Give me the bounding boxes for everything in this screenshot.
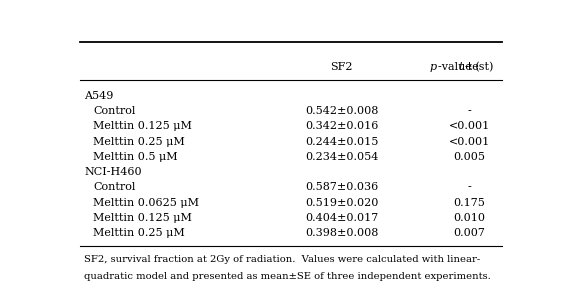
Text: NCI-H460: NCI-H460 — [84, 167, 142, 177]
Text: -: - — [467, 106, 471, 116]
Text: Control: Control — [93, 182, 135, 192]
Text: 0.244±0.015: 0.244±0.015 — [305, 137, 378, 147]
Text: Melttin 0.125 μM: Melttin 0.125 μM — [93, 121, 192, 132]
Text: 0.007: 0.007 — [453, 228, 485, 238]
Text: t: t — [458, 62, 463, 72]
Text: 0.542±0.008: 0.542±0.008 — [305, 106, 378, 116]
Text: 0.175: 0.175 — [453, 198, 485, 207]
Text: -: - — [467, 182, 471, 192]
Text: 0.404±0.017: 0.404±0.017 — [305, 213, 378, 223]
Text: Control: Control — [93, 106, 135, 116]
Text: 0.398±0.008: 0.398±0.008 — [305, 228, 378, 238]
Text: Melttin 0.0625 μM: Melttin 0.0625 μM — [93, 198, 199, 207]
Text: Melttin 0.25 μM: Melttin 0.25 μM — [93, 137, 185, 147]
Text: 0.519±0.020: 0.519±0.020 — [305, 198, 378, 207]
Text: Melttin 0.25 μM: Melttin 0.25 μM — [93, 228, 185, 238]
Text: Melttin 0.5 μM: Melttin 0.5 μM — [93, 152, 178, 162]
Text: <0.001: <0.001 — [449, 137, 490, 147]
Text: 0.342±0.016: 0.342±0.016 — [305, 121, 378, 132]
Text: -test): -test) — [464, 62, 494, 72]
Text: 0.005: 0.005 — [453, 152, 486, 162]
Text: 0.234±0.054: 0.234±0.054 — [305, 152, 378, 162]
Text: -value (: -value ( — [438, 62, 479, 72]
Text: <0.001: <0.001 — [449, 121, 490, 132]
Text: quadratic model and presented as mean±SE of three independent experiments.: quadratic model and presented as mean±SE… — [84, 272, 491, 281]
Text: SF2, survival fraction at 2Gy of radiation.  Values were calculated with linear-: SF2, survival fraction at 2Gy of radiati… — [84, 255, 481, 264]
Text: SF2: SF2 — [331, 62, 353, 72]
Text: A549: A549 — [84, 91, 114, 101]
Text: 0.587±0.036: 0.587±0.036 — [305, 182, 378, 192]
Text: p: p — [430, 62, 437, 72]
Text: Melttin 0.125 μM: Melttin 0.125 μM — [93, 213, 192, 223]
Text: 0.010: 0.010 — [453, 213, 486, 223]
